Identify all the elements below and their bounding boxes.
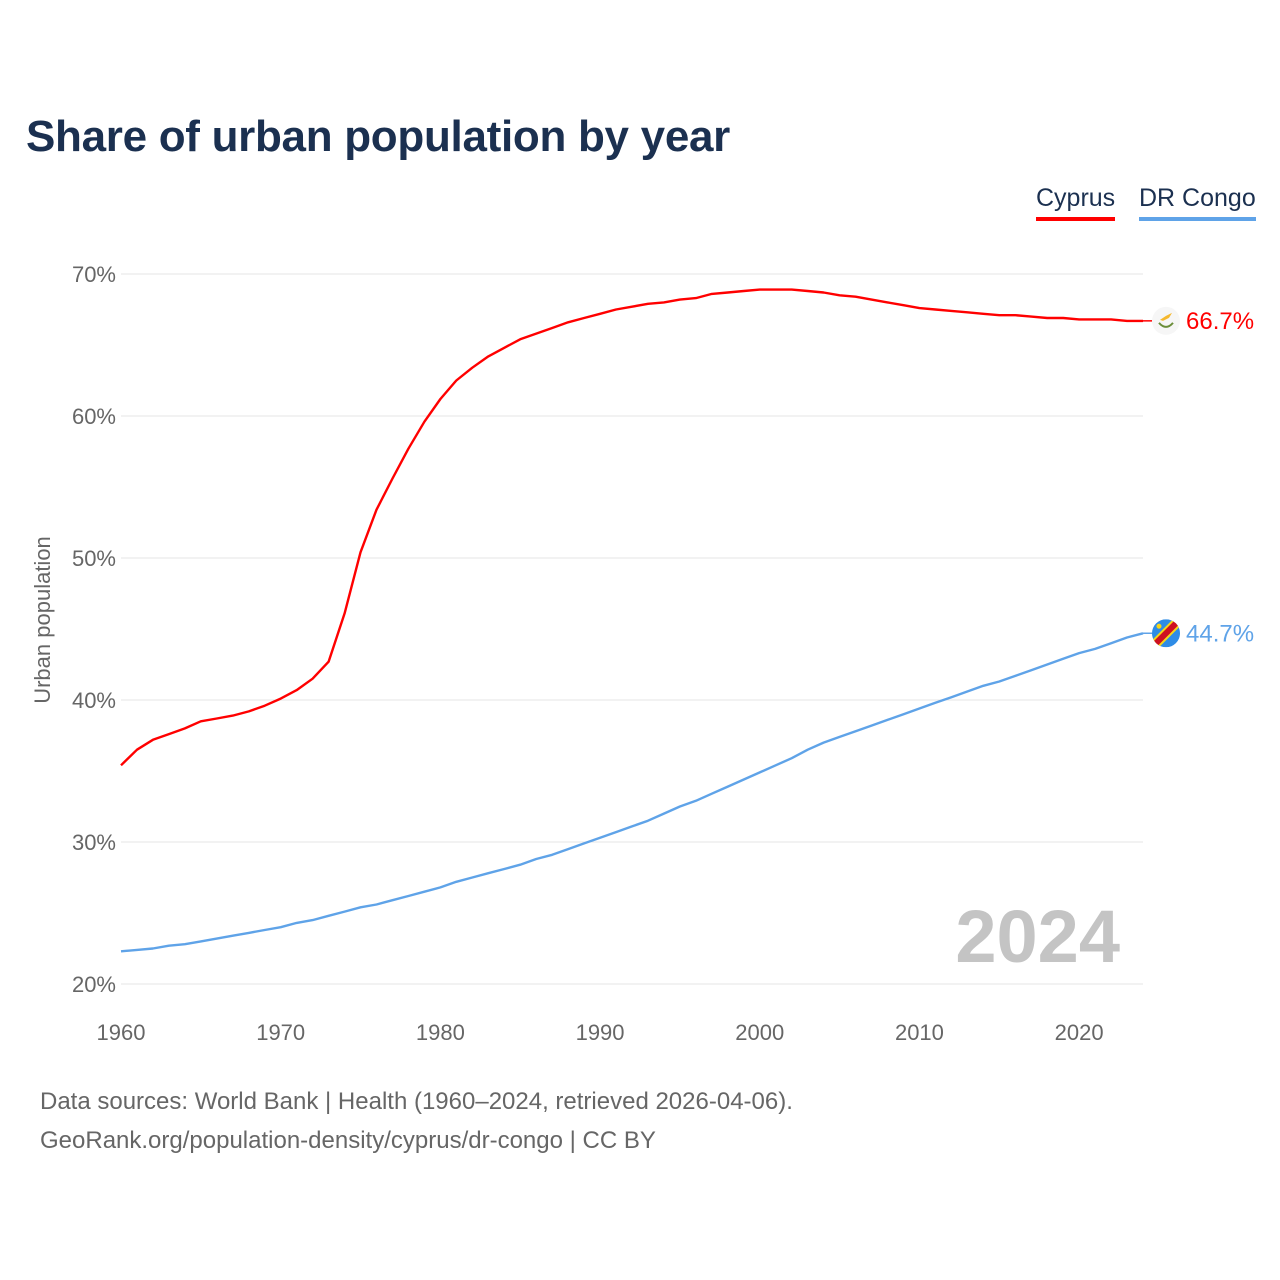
end-value-label: 66.7% bbox=[1186, 308, 1254, 335]
y-axis-label: Urban population bbox=[30, 536, 55, 704]
dr-congo-flag-icon bbox=[1152, 619, 1180, 648]
x-tick-label: 2020 bbox=[1055, 1020, 1104, 1045]
y-tick-label: 70% bbox=[72, 262, 116, 287]
cyprus-flag-icon bbox=[1152, 306, 1180, 335]
legend-dr-congo[interactable]: DR Congo bbox=[1139, 184, 1256, 221]
end-value-label: 44.7% bbox=[1186, 620, 1254, 647]
year-watermark: 2024 bbox=[955, 895, 1120, 978]
legend-cyprus[interactable]: Cyprus bbox=[1036, 184, 1116, 221]
x-tick-label: 1960 bbox=[97, 1020, 146, 1045]
x-tick-label: 1970 bbox=[256, 1020, 305, 1045]
x-tick-label: 1980 bbox=[416, 1020, 465, 1045]
y-tick-label: 40% bbox=[72, 688, 116, 713]
y-tick-label: 30% bbox=[72, 830, 116, 855]
x-tick-label: 1990 bbox=[576, 1020, 625, 1045]
x-tick-label: 2010 bbox=[895, 1020, 944, 1045]
footer-link[interactable]: GeoRank.org/population-density/cyprus/dr… bbox=[40, 1127, 656, 1154]
y-tick-label: 60% bbox=[72, 404, 116, 429]
chart-title: Share of urban population by year bbox=[26, 112, 730, 161]
footer-sources: Data sources: World Bank | Health (1960–… bbox=[40, 1088, 793, 1115]
series-line-dr-congo bbox=[120, 632, 1144, 953]
x-tick-label: 2000 bbox=[735, 1020, 784, 1045]
y-tick-label: 50% bbox=[72, 546, 116, 571]
y-tick-label: 20% bbox=[72, 972, 116, 997]
series-line-cyprus bbox=[120, 288, 1143, 767]
